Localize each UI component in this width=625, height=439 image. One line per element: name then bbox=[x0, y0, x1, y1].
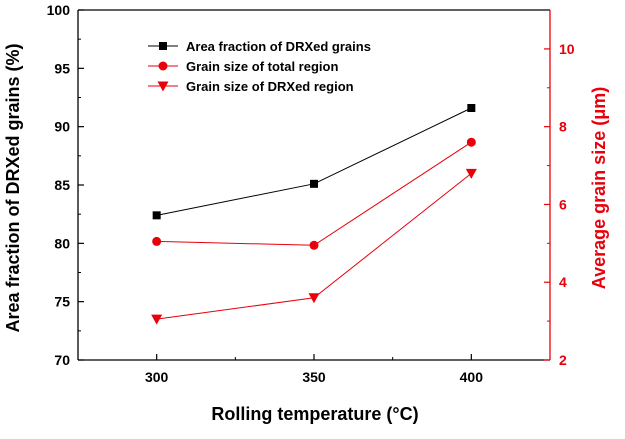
x-tick-label: 300 bbox=[145, 369, 169, 385]
legend-item-1: Area fraction of DRXed grains bbox=[148, 39, 371, 54]
legend-item-2: Grain size of total region bbox=[148, 59, 338, 74]
x-tick-label: 400 bbox=[460, 369, 484, 385]
left-y-tick-label: 75 bbox=[54, 294, 70, 310]
left-y-tick-label: 100 bbox=[47, 2, 71, 18]
right-y-tick-label: 8 bbox=[559, 119, 567, 135]
series-line bbox=[156, 107, 472, 216]
axes: 300 350 400 70 75 80 85 90 95 100 2 4 6 8 10 bbox=[47, 2, 575, 385]
data-point bbox=[466, 137, 476, 147]
series-layer bbox=[151, 104, 477, 325]
data-point bbox=[152, 236, 162, 246]
legend-label: Grain size of total region bbox=[186, 59, 338, 74]
legend-marker bbox=[159, 42, 167, 50]
data-point bbox=[465, 168, 477, 179]
legend-label: Grain size of DRXed region bbox=[186, 79, 354, 94]
series-2 bbox=[152, 137, 476, 250]
data-point bbox=[309, 240, 319, 250]
data-point bbox=[308, 293, 320, 304]
legend-marker bbox=[158, 61, 168, 71]
series-1 bbox=[152, 104, 476, 220]
legend-item-3: Grain size of DRXed region bbox=[148, 79, 354, 94]
data-point bbox=[151, 314, 163, 325]
left-y-axis-title: Area fraction of DRXed grains (%) bbox=[3, 43, 23, 332]
legend: Area fraction of DRXed grains Grain size … bbox=[148, 39, 371, 94]
left-y-tick-label: 95 bbox=[54, 60, 70, 76]
x-tick-label: 350 bbox=[302, 369, 326, 385]
x-axis-title: Rolling temperature (°C) bbox=[211, 404, 418, 424]
legend-label: Area fraction of DRXed grains bbox=[186, 39, 371, 54]
legend-marker bbox=[157, 81, 169, 92]
right-y-axis-title: Average grain size (μm) bbox=[589, 87, 609, 289]
right-y-tick-label: 6 bbox=[559, 196, 567, 212]
data-point bbox=[467, 104, 476, 112]
left-y-tick-label: 70 bbox=[54, 352, 70, 368]
right-y-tick-label: 2 bbox=[559, 352, 567, 368]
left-y-tick-label: 90 bbox=[54, 119, 70, 135]
data-point bbox=[310, 179, 318, 188]
data-point bbox=[152, 211, 161, 220]
right-y-tick-label: 10 bbox=[559, 41, 575, 57]
left-y-tick-label: 80 bbox=[54, 235, 70, 251]
series-line bbox=[156, 141, 472, 246]
right-y-tick-label: 4 bbox=[559, 274, 567, 290]
series-3 bbox=[151, 168, 477, 325]
left-y-tick-label: 85 bbox=[54, 177, 70, 193]
